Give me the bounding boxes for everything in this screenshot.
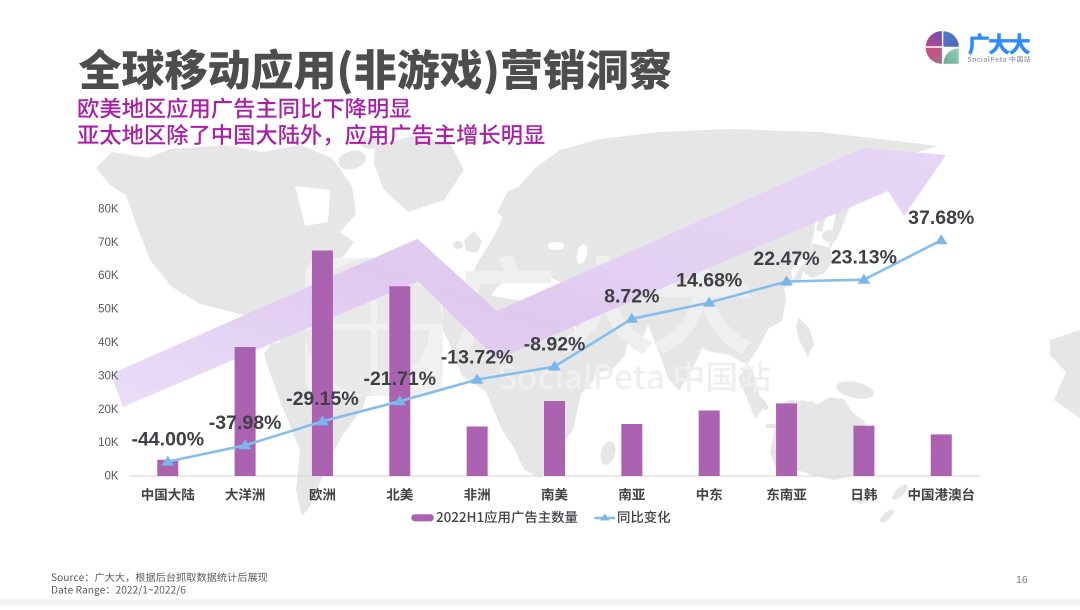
svg-text:-21.71%: -21.71% [363,368,436,390]
svg-text:-44.00%: -44.00% [131,428,204,450]
svg-text:8.72%: 8.72% [604,286,659,308]
svg-text:14.68%: 14.68% [676,269,742,291]
svg-text:10K: 10K [98,437,119,449]
svg-text:-13.72%: -13.72% [441,346,514,368]
svg-text:50K: 50K [98,304,119,316]
svg-text:37.68%: 37.68% [908,207,974,229]
svg-text:20K: 20K [98,404,119,416]
svg-text:-37.98%: -37.98% [209,412,282,434]
svg-text:16: 16 [1016,574,1028,586]
svg-text:0K: 0K [105,471,119,483]
svg-text:-8.92%: -8.92% [524,333,586,355]
svg-text:60K: 60K [98,270,119,282]
svg-text:40K: 40K [98,337,119,349]
svg-text:30K: 30K [98,370,119,382]
svg-text:70K: 70K [98,237,119,249]
svg-text:80K: 80K [98,203,119,215]
svg-text:-29.15%: -29.15% [286,388,359,410]
svg-text:22.47%: 22.47% [753,248,819,270]
svg-text:23.13%: 23.13% [831,246,897,268]
